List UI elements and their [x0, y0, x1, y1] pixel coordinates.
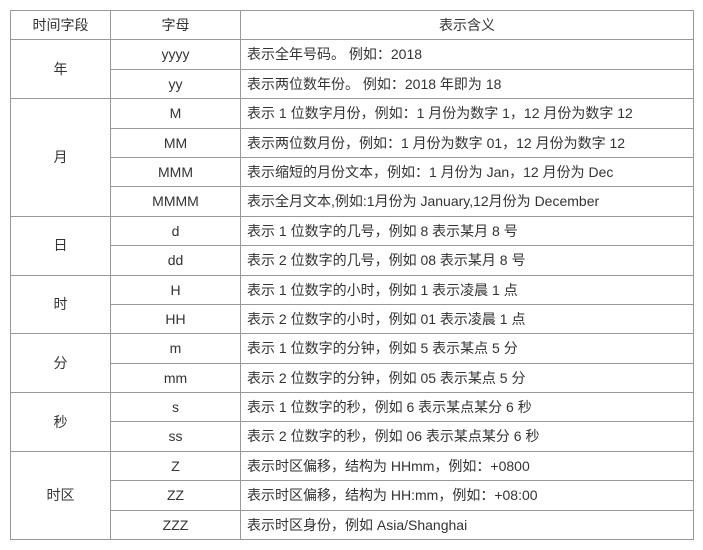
meaning-cell: 表示缩短的月份文本，例如：1 月份为 Jan，12 月份为 Dec — [241, 157, 694, 186]
meaning-cell: 表示 2 位数字的秒，例如 06 表示某点某分 6 秒 — [241, 422, 694, 451]
table-row: ss表示 2 位数字的秒，例如 06 表示某点某分 6 秒 — [11, 422, 694, 451]
letter-cell: MM — [111, 128, 241, 157]
letter-cell: M — [111, 99, 241, 128]
meaning-cell: 表示 1 位数字的几号，例如 8 表示某月 8 号 — [241, 216, 694, 245]
letter-cell: m — [111, 334, 241, 363]
table-row: ZZZ表示时区身份，例如 Asia/Shanghai — [11, 510, 694, 539]
letter-cell: mm — [111, 363, 241, 392]
table-row: MMMM表示全月文本,例如:1月份为 January,12月份为 Decembe… — [11, 187, 694, 216]
header-meaning: 表示含义 — [241, 11, 694, 40]
meaning-cell: 表示时区身份，例如 Asia/Shanghai — [241, 510, 694, 539]
meaning-cell: 表示时区偏移，结构为 HHmm，例如：+0800 — [241, 451, 694, 480]
field-cell: 时区 — [11, 451, 111, 539]
letter-cell: yyyy — [111, 40, 241, 69]
field-cell: 时 — [11, 275, 111, 334]
meaning-cell: 表示 1 位数字月份，例如：1 月份为数字 1，12 月份为数字 12 — [241, 99, 694, 128]
meaning-cell: 表示 1 位数字的小时，例如 1 表示凌晨 1 点 — [241, 275, 694, 304]
field-cell: 日 — [11, 216, 111, 275]
meaning-cell: 表示全年号码。 例如：2018 — [241, 40, 694, 69]
letter-cell: d — [111, 216, 241, 245]
meaning-cell: 表示 2 位数字的分钟，例如 05 表示某点 5 分 — [241, 363, 694, 392]
date-format-table: 时间字段 字母 表示含义 年yyyy表示全年号码。 例如：2018yy表示两位数… — [10, 10, 694, 540]
table-row: yy表示两位数年份。 例如：2018 年即为 18 — [11, 69, 694, 98]
letter-cell: MMM — [111, 157, 241, 186]
meaning-cell: 表示两位数年份。 例如：2018 年即为 18 — [241, 69, 694, 98]
header-letter: 字母 — [111, 11, 241, 40]
table-row: mm表示 2 位数字的分钟，例如 05 表示某点 5 分 — [11, 363, 694, 392]
meaning-cell: 表示时区偏移，结构为 HH:mm，例如：+08:00 — [241, 481, 694, 510]
letter-cell: ss — [111, 422, 241, 451]
table-row: 时H表示 1 位数字的小时，例如 1 表示凌晨 1 点 — [11, 275, 694, 304]
table-row: ZZ表示时区偏移，结构为 HH:mm，例如：+08:00 — [11, 481, 694, 510]
letter-cell: ZZ — [111, 481, 241, 510]
meaning-cell: 表示两位数月份，例如：1 月份为数字 01，12 月份为数字 12 — [241, 128, 694, 157]
table-row: 日d表示 1 位数字的几号，例如 8 表示某月 8 号 — [11, 216, 694, 245]
letter-cell: H — [111, 275, 241, 304]
letter-cell: Z — [111, 451, 241, 480]
letter-cell: s — [111, 393, 241, 422]
field-cell: 秒 — [11, 393, 111, 452]
table-row: MMM表示缩短的月份文本，例如：1 月份为 Jan，12 月份为 Dec — [11, 157, 694, 186]
table-row: dd表示 2 位数字的几号，例如 08 表示某月 8 号 — [11, 246, 694, 275]
field-cell: 月 — [11, 99, 111, 217]
table-row: 秒s表示 1 位数字的秒，例如 6 表示某点某分 6 秒 — [11, 393, 694, 422]
table-row: 时区Z表示时区偏移，结构为 HHmm，例如：+0800 — [11, 451, 694, 480]
table-header-row: 时间字段 字母 表示含义 — [11, 11, 694, 40]
table-row: MM表示两位数月份，例如：1 月份为数字 01，12 月份为数字 12 — [11, 128, 694, 157]
letter-cell: yy — [111, 69, 241, 98]
meaning-cell: 表示 1 位数字的分钟，例如 5 表示某点 5 分 — [241, 334, 694, 363]
meaning-cell: 表示 2 位数字的小时，例如 01 表示凌晨 1 点 — [241, 304, 694, 333]
field-cell: 年 — [11, 40, 111, 99]
letter-cell: HH — [111, 304, 241, 333]
letter-cell: MMMM — [111, 187, 241, 216]
header-field: 时间字段 — [11, 11, 111, 40]
meaning-cell: 表示 2 位数字的几号，例如 08 表示某月 8 号 — [241, 246, 694, 275]
letter-cell: dd — [111, 246, 241, 275]
letter-cell: ZZZ — [111, 510, 241, 539]
table-row: HH表示 2 位数字的小时，例如 01 表示凌晨 1 点 — [11, 304, 694, 333]
field-cell: 分 — [11, 334, 111, 393]
meaning-cell: 表示 1 位数字的秒，例如 6 表示某点某分 6 秒 — [241, 393, 694, 422]
table-row: 月M表示 1 位数字月份，例如：1 月份为数字 1，12 月份为数字 12 — [11, 99, 694, 128]
table-row: 年yyyy表示全年号码。 例如：2018 — [11, 40, 694, 69]
table-row: 分m表示 1 位数字的分钟，例如 5 表示某点 5 分 — [11, 334, 694, 363]
meaning-cell: 表示全月文本,例如:1月份为 January,12月份为 December — [241, 187, 694, 216]
